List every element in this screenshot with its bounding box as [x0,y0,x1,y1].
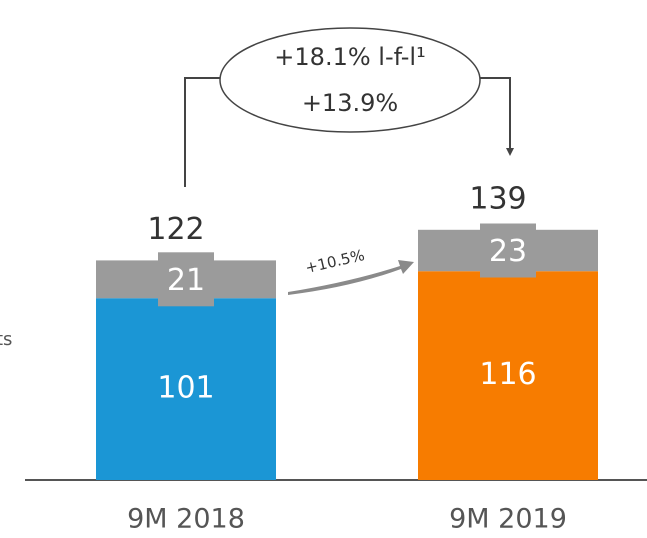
total-label: 139 [469,181,526,216]
annotation-growth: +13.9% [302,89,398,117]
bar-segment [96,298,276,480]
legend-fragment: ts [0,329,12,350]
label-box [158,252,214,307]
data-label: 116 [479,357,536,392]
x-tick-label: 9M 2018 [127,504,245,535]
annotation-lfl: +18.1% l-f-l¹ [274,43,425,71]
bar-segment [418,271,598,480]
connector [184,77,220,187]
data-label: 21 [167,263,205,298]
total-label: 122 [147,212,204,247]
data-label: 23 [489,234,527,269]
annotation-organic: +10.5% [304,246,367,277]
connector-arrow [480,77,514,156]
growth-ellipse [219,27,481,133]
x-tick-label: 9M 2019 [449,504,567,535]
growth-arrow [288,260,414,295]
label-box [480,223,536,278]
data-label: 101 [157,371,214,406]
